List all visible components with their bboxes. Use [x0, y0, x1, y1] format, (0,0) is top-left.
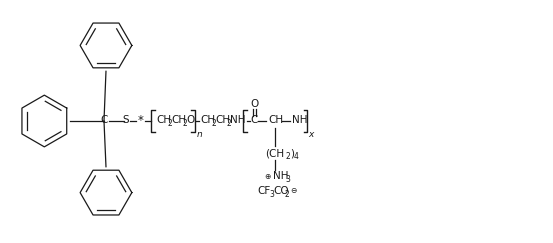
Text: 2: 2 [211, 120, 216, 129]
Text: CH: CH [171, 115, 187, 125]
Text: NH: NH [273, 171, 289, 181]
Text: 2: 2 [168, 120, 173, 129]
Text: 3: 3 [285, 175, 290, 184]
Text: CF: CF [257, 186, 270, 196]
Text: S: S [123, 115, 129, 125]
Text: 3: 3 [269, 190, 274, 199]
Text: CH: CH [200, 115, 216, 125]
Text: 2: 2 [226, 120, 231, 129]
Text: ⊕: ⊕ [265, 172, 271, 181]
Text: CH: CH [156, 115, 172, 125]
Text: C: C [251, 115, 258, 125]
Text: x: x [308, 130, 313, 139]
Text: O: O [186, 115, 195, 125]
Text: CO: CO [273, 186, 289, 196]
Text: ): ) [290, 149, 294, 159]
Text: CH: CH [268, 115, 283, 125]
Text: 2: 2 [182, 120, 187, 129]
Text: 2: 2 [286, 152, 291, 161]
Text: (CH: (CH [265, 149, 285, 159]
Text: NH: NH [292, 115, 307, 125]
Text: CH: CH [215, 115, 231, 125]
Text: 2: 2 [285, 190, 290, 199]
Text: n: n [196, 130, 202, 139]
Text: *: * [138, 113, 144, 127]
Text: ⊖: ⊖ [290, 186, 296, 195]
Text: 4: 4 [294, 152, 299, 161]
Text: C: C [100, 115, 108, 125]
Text: NH: NH [230, 115, 246, 125]
Text: O: O [250, 99, 258, 109]
